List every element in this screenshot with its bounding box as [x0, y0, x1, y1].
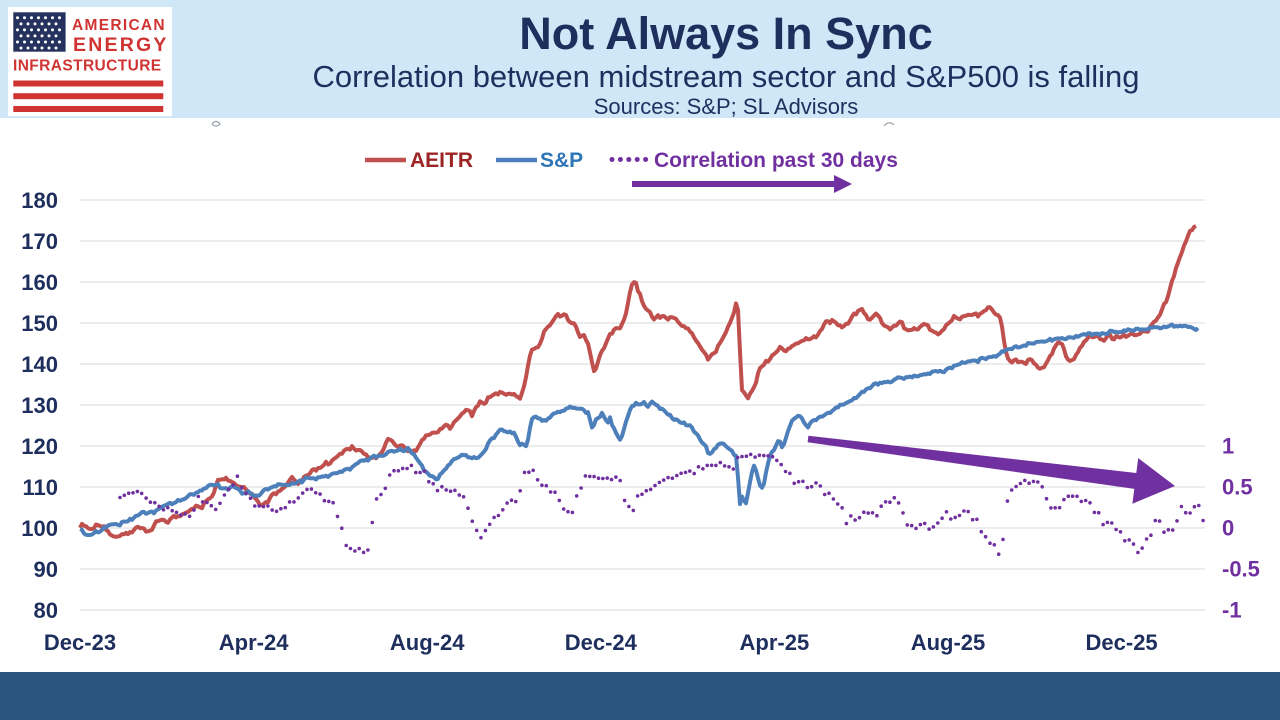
svg-text:100: 100 [21, 516, 58, 541]
svg-text:Dec-25: Dec-25 [1086, 630, 1158, 655]
svg-text:170: 170 [21, 229, 58, 254]
svg-text:Apr-24: Apr-24 [219, 630, 289, 655]
svg-text:0: 0 [1222, 516, 1234, 541]
svg-text:110: 110 [23, 475, 59, 500]
svg-text:Aug-25: Aug-25 [911, 630, 986, 655]
svg-text:AEITR: AEITR [410, 149, 473, 172]
svg-text:ENERGY: ENERGY [73, 34, 169, 56]
svg-text:Correlation past 30 days: Correlation past 30 days [654, 149, 898, 172]
svg-text:120: 120 [21, 434, 58, 459]
svg-text:-1: -1 [1222, 598, 1242, 623]
svg-text:INFRASTRUCTURE: INFRASTRUCTURE [13, 58, 162, 75]
svg-text:Dec-23: Dec-23 [44, 630, 116, 655]
svg-text:130: 130 [21, 393, 58, 418]
svg-text:0.5: 0.5 [1222, 475, 1253, 500]
svg-text:140: 140 [21, 352, 58, 377]
svg-text:1: 1 [1222, 434, 1234, 459]
svg-text:S&P: S&P [540, 149, 583, 172]
svg-text:90: 90 [34, 557, 58, 582]
svg-text:180: 180 [21, 188, 58, 213]
svg-text:-0.5: -0.5 [1222, 557, 1260, 582]
svg-text:150: 150 [21, 311, 58, 336]
svg-text:160: 160 [21, 270, 58, 295]
svg-text:AMERICAN: AMERICAN [72, 17, 166, 34]
svg-text:80: 80 [34, 598, 58, 623]
svg-text:Dec-24: Dec-24 [565, 630, 638, 655]
svg-text:Aug-24: Aug-24 [390, 630, 465, 655]
svg-text:Apr-25: Apr-25 [740, 630, 810, 655]
